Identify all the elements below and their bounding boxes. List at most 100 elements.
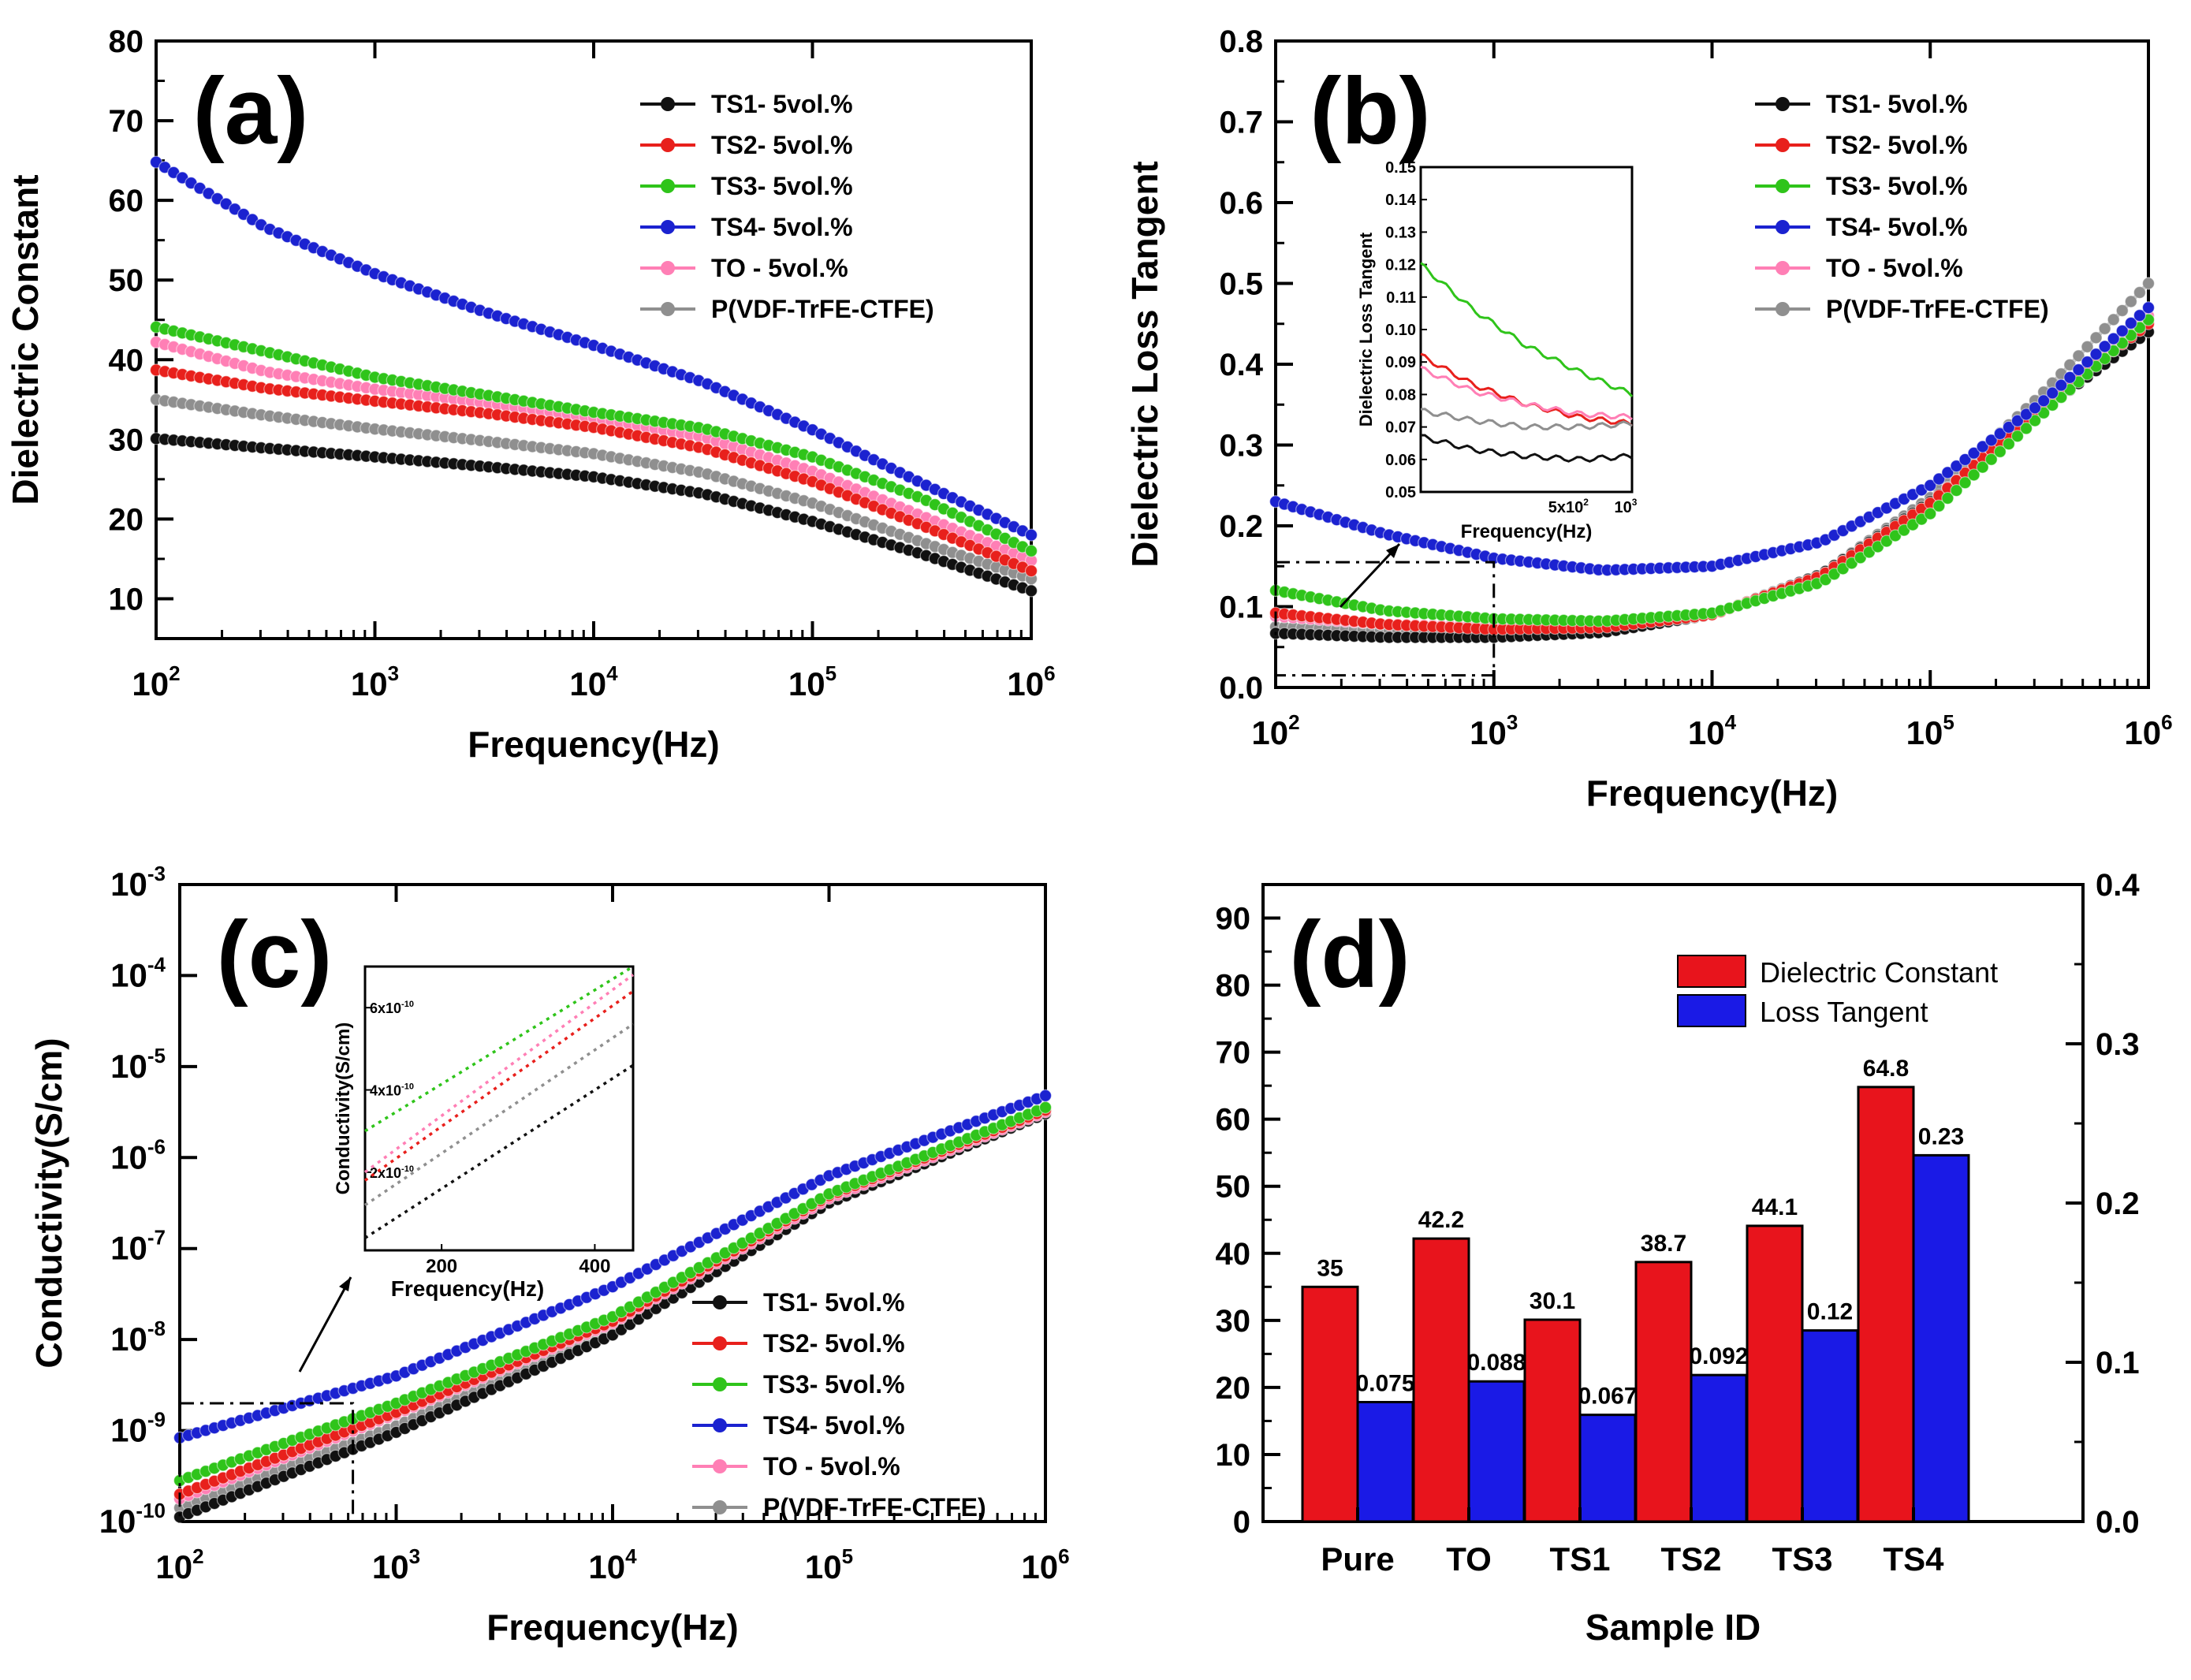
- x-tick-label: TS1: [1549, 1540, 1610, 1578]
- data-point: [1967, 468, 1980, 482]
- legend: TS1- 5vol.% TS2- 5vol.% TS3- 5vol.% TS4- 5v…: [640, 90, 934, 323]
- y-left-tick-label: 80: [1216, 969, 1251, 1004]
- y-tick-label: 0.3: [1219, 429, 1263, 464]
- bar-dielectric-pure: [1301, 1285, 1359, 1523]
- x-tick-label: 103: [372, 1544, 420, 1585]
- data-point: [2124, 316, 2137, 330]
- zoom-region: [178, 1402, 355, 1523]
- x-axis-label: Sample ID: [1585, 1607, 1761, 1648]
- y-tick-label: 10-4: [110, 952, 166, 993]
- inset-series-pvdf: [364, 1023, 634, 1207]
- series-ts3: [173, 1101, 1053, 1488]
- inset-y-tick-label: 0.07: [1385, 419, 1416, 437]
- data-point: [1976, 440, 1989, 453]
- data-point: [1984, 453, 1998, 466]
- x-tick-label: 105: [805, 1544, 853, 1585]
- series-ts4: [1269, 301, 2156, 577]
- legend-label-ts4: TS4- 5vol.%: [763, 1411, 905, 1440]
- bar-dielectric-ts1: [1523, 1318, 1582, 1523]
- inset-y-tick-label: 0.09: [1385, 354, 1416, 371]
- legend-label-ts3: TS3- 5vol.%: [1826, 172, 1968, 200]
- data-point: [2089, 348, 2103, 361]
- y-tick-label: 20: [109, 502, 144, 537]
- data-point: [2115, 304, 2129, 318]
- y-tick-label: 50: [109, 263, 144, 298]
- data-point: [2002, 437, 2015, 451]
- inset-x-tick-label: 400: [579, 1256, 610, 1277]
- data-point: [1924, 507, 1937, 520]
- legend-label-ts2: TS2- 5vol.%: [763, 1329, 905, 1358]
- y-left-tick-label: 60: [1216, 1103, 1251, 1138]
- data-point: [1958, 453, 1972, 467]
- x-tick-label: 103: [351, 661, 399, 702]
- legend-label-ts4: TS4- 5vol.%: [711, 213, 853, 241]
- data-point: [2010, 430, 2025, 443]
- x-tick-label: 104: [569, 661, 618, 702]
- data-point: [2133, 285, 2147, 300]
- bar-loss-ts3: [1801, 1329, 1859, 1523]
- inset-x-tick-label: 103: [1615, 497, 1638, 516]
- legend-label-dielectric: Dielectric Constant: [1760, 956, 1998, 989]
- bar-dielectric-ts4: [1857, 1086, 1915, 1523]
- bar-loss-ts2: [1690, 1373, 1748, 1523]
- data-point: [2019, 408, 2033, 421]
- data-point: [1024, 544, 1038, 557]
- inset-y-tick-label: 0.14: [1385, 192, 1417, 209]
- inset-y-tick-label: 0.10: [1385, 322, 1416, 339]
- y-left-tick-label: 10: [1216, 1438, 1251, 1473]
- x-tick-label: 102: [1251, 710, 1299, 751]
- data-point: [1024, 584, 1038, 598]
- data-point: [1993, 445, 2007, 459]
- legend-label-loss: Loss Tangent: [1760, 996, 1928, 1028]
- y-left-tick-label: 0: [1233, 1505, 1250, 1540]
- bar-label-dielectric: 44.1: [1752, 1194, 1798, 1220]
- series-ts1: [149, 432, 1038, 598]
- y-right-tick-label: 0.1: [2096, 1346, 2140, 1380]
- inset-series-ts1: [364, 1064, 634, 1239]
- legend-marker-to: [1776, 261, 1790, 275]
- data-point: [2089, 331, 2103, 345]
- legend-label-ts1: TS1- 5vol.%: [711, 90, 853, 118]
- legend-swatch-loss: [1677, 994, 1746, 1027]
- y-tick-label: 40: [109, 343, 144, 378]
- bar-label-loss: 0.23: [1918, 1123, 1964, 1149]
- data-point: [1967, 446, 1980, 460]
- x-tick-label: 102: [155, 1544, 203, 1585]
- legend-label-to: TO - 5vol.%: [711, 254, 848, 282]
- data-point: [1932, 499, 1946, 512]
- data-point: [2081, 340, 2094, 353]
- data-point: [2063, 371, 2077, 384]
- x-tick-label: 102: [132, 661, 180, 702]
- data-point: [2107, 313, 2120, 326]
- y-right-tick-label: 0.3: [2096, 1027, 2140, 1062]
- legend: Dielectric Constant Loss Tangent: [1677, 955, 1998, 1028]
- data-point: [2028, 414, 2042, 427]
- y-tick-label: 10-3: [110, 862, 166, 903]
- y-left-tick-label: 30: [1216, 1304, 1251, 1339]
- data-point: [2115, 324, 2129, 337]
- series-ts4: [173, 1089, 1053, 1444]
- y-tick-label: 0.1: [1219, 590, 1263, 625]
- bar-label-loss: 0.12: [1807, 1299, 1853, 1325]
- legend-label-to: TO - 5vol.%: [1826, 254, 1963, 282]
- inset: 2x10-10 4x10-10 6x10-10 200 400 Frequency(Hz)…: [333, 965, 635, 1301]
- legend: TS1- 5vol.% TS2- 5vol.% TS3- 5vol.% TS4- 5v…: [1755, 90, 2049, 323]
- bar-loss-to: [1467, 1380, 1526, 1523]
- chart-panel-d: 0 10 20 30 40 50 60 70 80 90 0.0 0.1 0.2 0.3 0.4 Sample…: [1216, 868, 2141, 1648]
- x-tick-label: 105: [788, 661, 837, 702]
- chart-panel-b: 102 103 104 105 106 0.0 0.1 0.2 0.3 0.4 0.5 0.6 0.7 0…: [1124, 24, 2173, 814]
- data-point: [1958, 476, 1972, 490]
- legend-marker-ts1: [661, 97, 675, 111]
- data-point: [2124, 295, 2137, 308]
- legend-marker-ts1: [713, 1295, 727, 1309]
- data-point: [1993, 427, 2007, 441]
- legend-label-ts3: TS3- 5vol.%: [763, 1370, 905, 1399]
- bar-dielectric-ts3: [1746, 1224, 1804, 1523]
- bar-label-dielectric: 35: [1317, 1255, 1343, 1281]
- inset-series-ts3: [1420, 262, 1634, 398]
- inset-y-tick-label: 0.08: [1385, 386, 1416, 404]
- series-ts4: [149, 155, 1038, 542]
- data-point: [2028, 401, 2042, 415]
- y-tick-label: 60: [109, 184, 144, 218]
- inset-y-tick-label: 0.15: [1385, 159, 1416, 177]
